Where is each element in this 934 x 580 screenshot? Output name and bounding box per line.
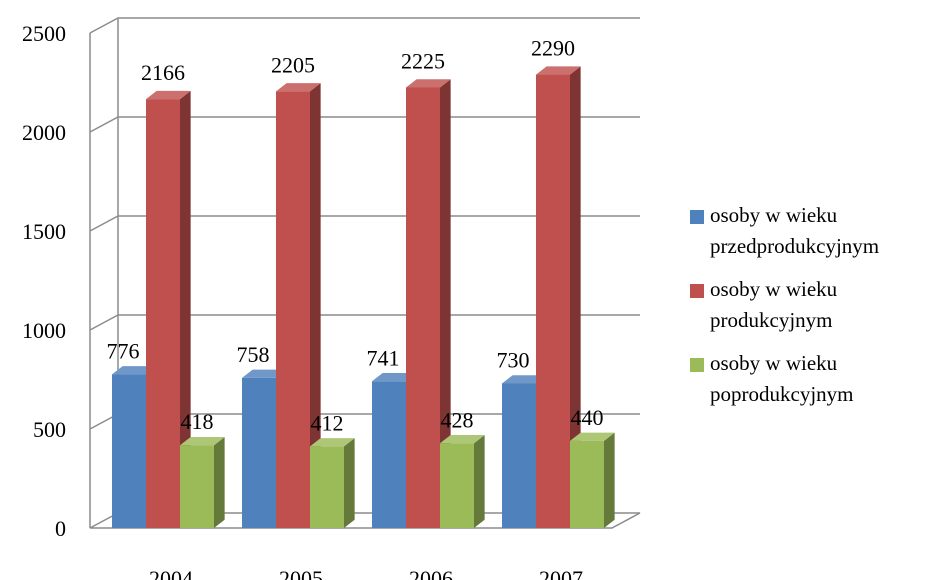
y-tick-label: 2000 [22,120,66,145]
bar-top [180,436,225,446]
bar [146,90,191,528]
bar-side [440,79,451,528]
bar-front [536,74,570,528]
bar-top [112,366,157,375]
legend-swatch [690,358,704,372]
y-tick-label: 0 [55,516,66,541]
bar-front [570,440,604,528]
data-label: 412 [311,410,344,435]
bar-side [604,432,615,528]
bar [406,79,451,528]
data-label: 418 [181,409,214,434]
bar [180,436,225,528]
bar [310,438,355,528]
data-label: 758 [237,342,270,367]
bar [276,83,321,528]
x-tick-label: 2007 [539,566,583,580]
bar-front [502,383,536,528]
bars [112,66,615,528]
data-label: 2290 [531,36,575,61]
bar-top [502,375,547,384]
legend-swatch [690,284,704,298]
y-tick-label: 1500 [22,219,66,244]
bar-top [310,438,355,447]
bar-side [180,90,191,528]
x-tick-label: 2005 [279,566,323,580]
bar-side [214,436,225,528]
bar-side [344,438,355,528]
bar-front [440,443,474,528]
bar-top [276,83,321,92]
y-tick-label: 2500 [22,21,66,46]
bar-front [310,446,344,528]
bar [536,66,581,528]
data-labels: 776 2166 418 758 2205 412 741 2225 428 730 2290 440 [107,36,604,436]
bar-top [146,90,191,100]
gridline [89,314,640,331]
legend-item: osoby w wieku przedprodukcyjnym [690,200,930,262]
data-label: 2166 [141,60,185,85]
x-tick-label: 2006 [409,566,453,580]
bar-front [276,91,310,528]
bar-top [440,435,485,444]
bar [440,435,485,528]
bar-top [570,432,615,441]
data-label: 428 [441,407,474,432]
data-label: 2205 [271,52,315,77]
bar-front [146,99,180,528]
x-axis-tick-labels: 2004 2005 2006 2007 [149,566,583,580]
bar-side [310,83,321,528]
bar-top [536,66,581,75]
bar-top [242,369,287,378]
data-label: 440 [571,405,604,430]
y-axis-tick-labels: 0 500 1000 1500 2000 2500 [22,21,66,541]
legend-item: osoby w wieku produkcyjnym [690,274,930,336]
gridline [89,116,640,133]
data-label: 730 [497,347,530,372]
y-tick-label: 500 [33,417,66,442]
bar-front [406,87,440,528]
bar-front [180,445,214,528]
y-tick-label: 1000 [22,318,66,343]
bar-front [372,381,406,528]
bar [570,432,615,528]
x-tick-label: 2004 [149,566,193,580]
data-label: 741 [367,345,400,370]
legend: osoby w wieku przedprodukcyjnym osoby w w… [690,200,930,422]
legend-item: osoby w wieku poprodukcyjnym [690,348,930,410]
gridline [89,215,640,232]
data-label: 2225 [401,48,445,73]
data-label: 776 [107,338,140,363]
bar-top [406,79,451,88]
gridline [89,17,640,34]
legend-label: osoby w wieku przedprodukcyjnym [710,203,880,258]
bar-front [112,374,146,528]
legend-swatch [690,210,704,224]
bar-top [372,373,417,382]
legend-label: osoby w wieku poprodukcyjnym [710,351,854,406]
bar-side [570,66,581,528]
legend-label: osoby w wieku produkcyjnym [710,277,838,332]
bar-front [242,377,276,528]
bar-side [474,435,485,528]
